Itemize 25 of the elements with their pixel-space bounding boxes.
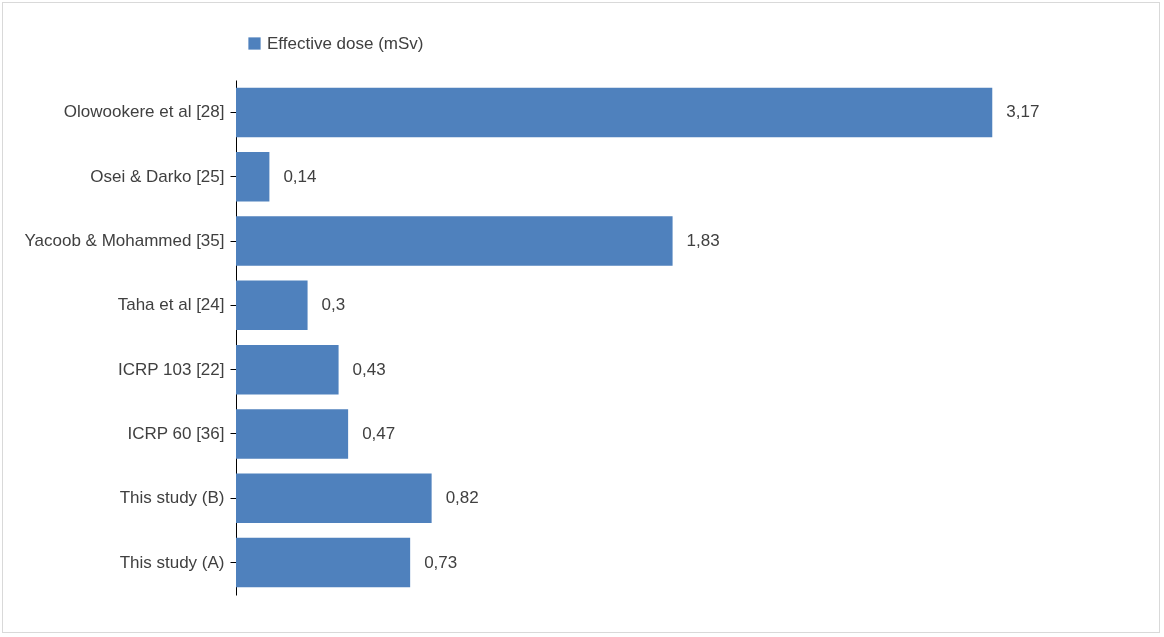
y-tick-label: This study (A): [119, 552, 225, 572]
bar: [236, 409, 349, 459]
data-label: 0,43: [352, 359, 386, 379]
data-label: 1,83: [686, 231, 720, 251]
y-tick-label: Taha et al [24]: [117, 295, 225, 315]
data-label: 3,17: [1006, 102, 1040, 122]
bar: [236, 216, 673, 266]
bar: [236, 280, 308, 331]
legend-label: Effective dose (mSv): [267, 33, 424, 53]
data-label: 0,3: [321, 295, 346, 315]
data-label: 0,73: [424, 552, 458, 572]
bar: [236, 537, 411, 588]
bar: [236, 87, 993, 138]
data-label: 0,47: [362, 423, 396, 443]
bar: [236, 473, 432, 523]
data-label: 0,14: [283, 166, 317, 186]
y-tick-label: Olowookere et al [28]: [63, 102, 225, 122]
y-tick-label: Osei & Darko [25]: [90, 166, 225, 186]
data-label: 0,82: [445, 488, 479, 508]
y-tick-label: ICRP 103 [22]: [118, 359, 225, 379]
bar: [236, 152, 270, 202]
y-tick-label: ICRP 60 [36]: [127, 423, 225, 443]
y-tick-label: This study (B): [119, 488, 225, 508]
y-tick-label: Yacoob & Mohammed [35]: [24, 231, 225, 251]
bar: [236, 344, 339, 395]
